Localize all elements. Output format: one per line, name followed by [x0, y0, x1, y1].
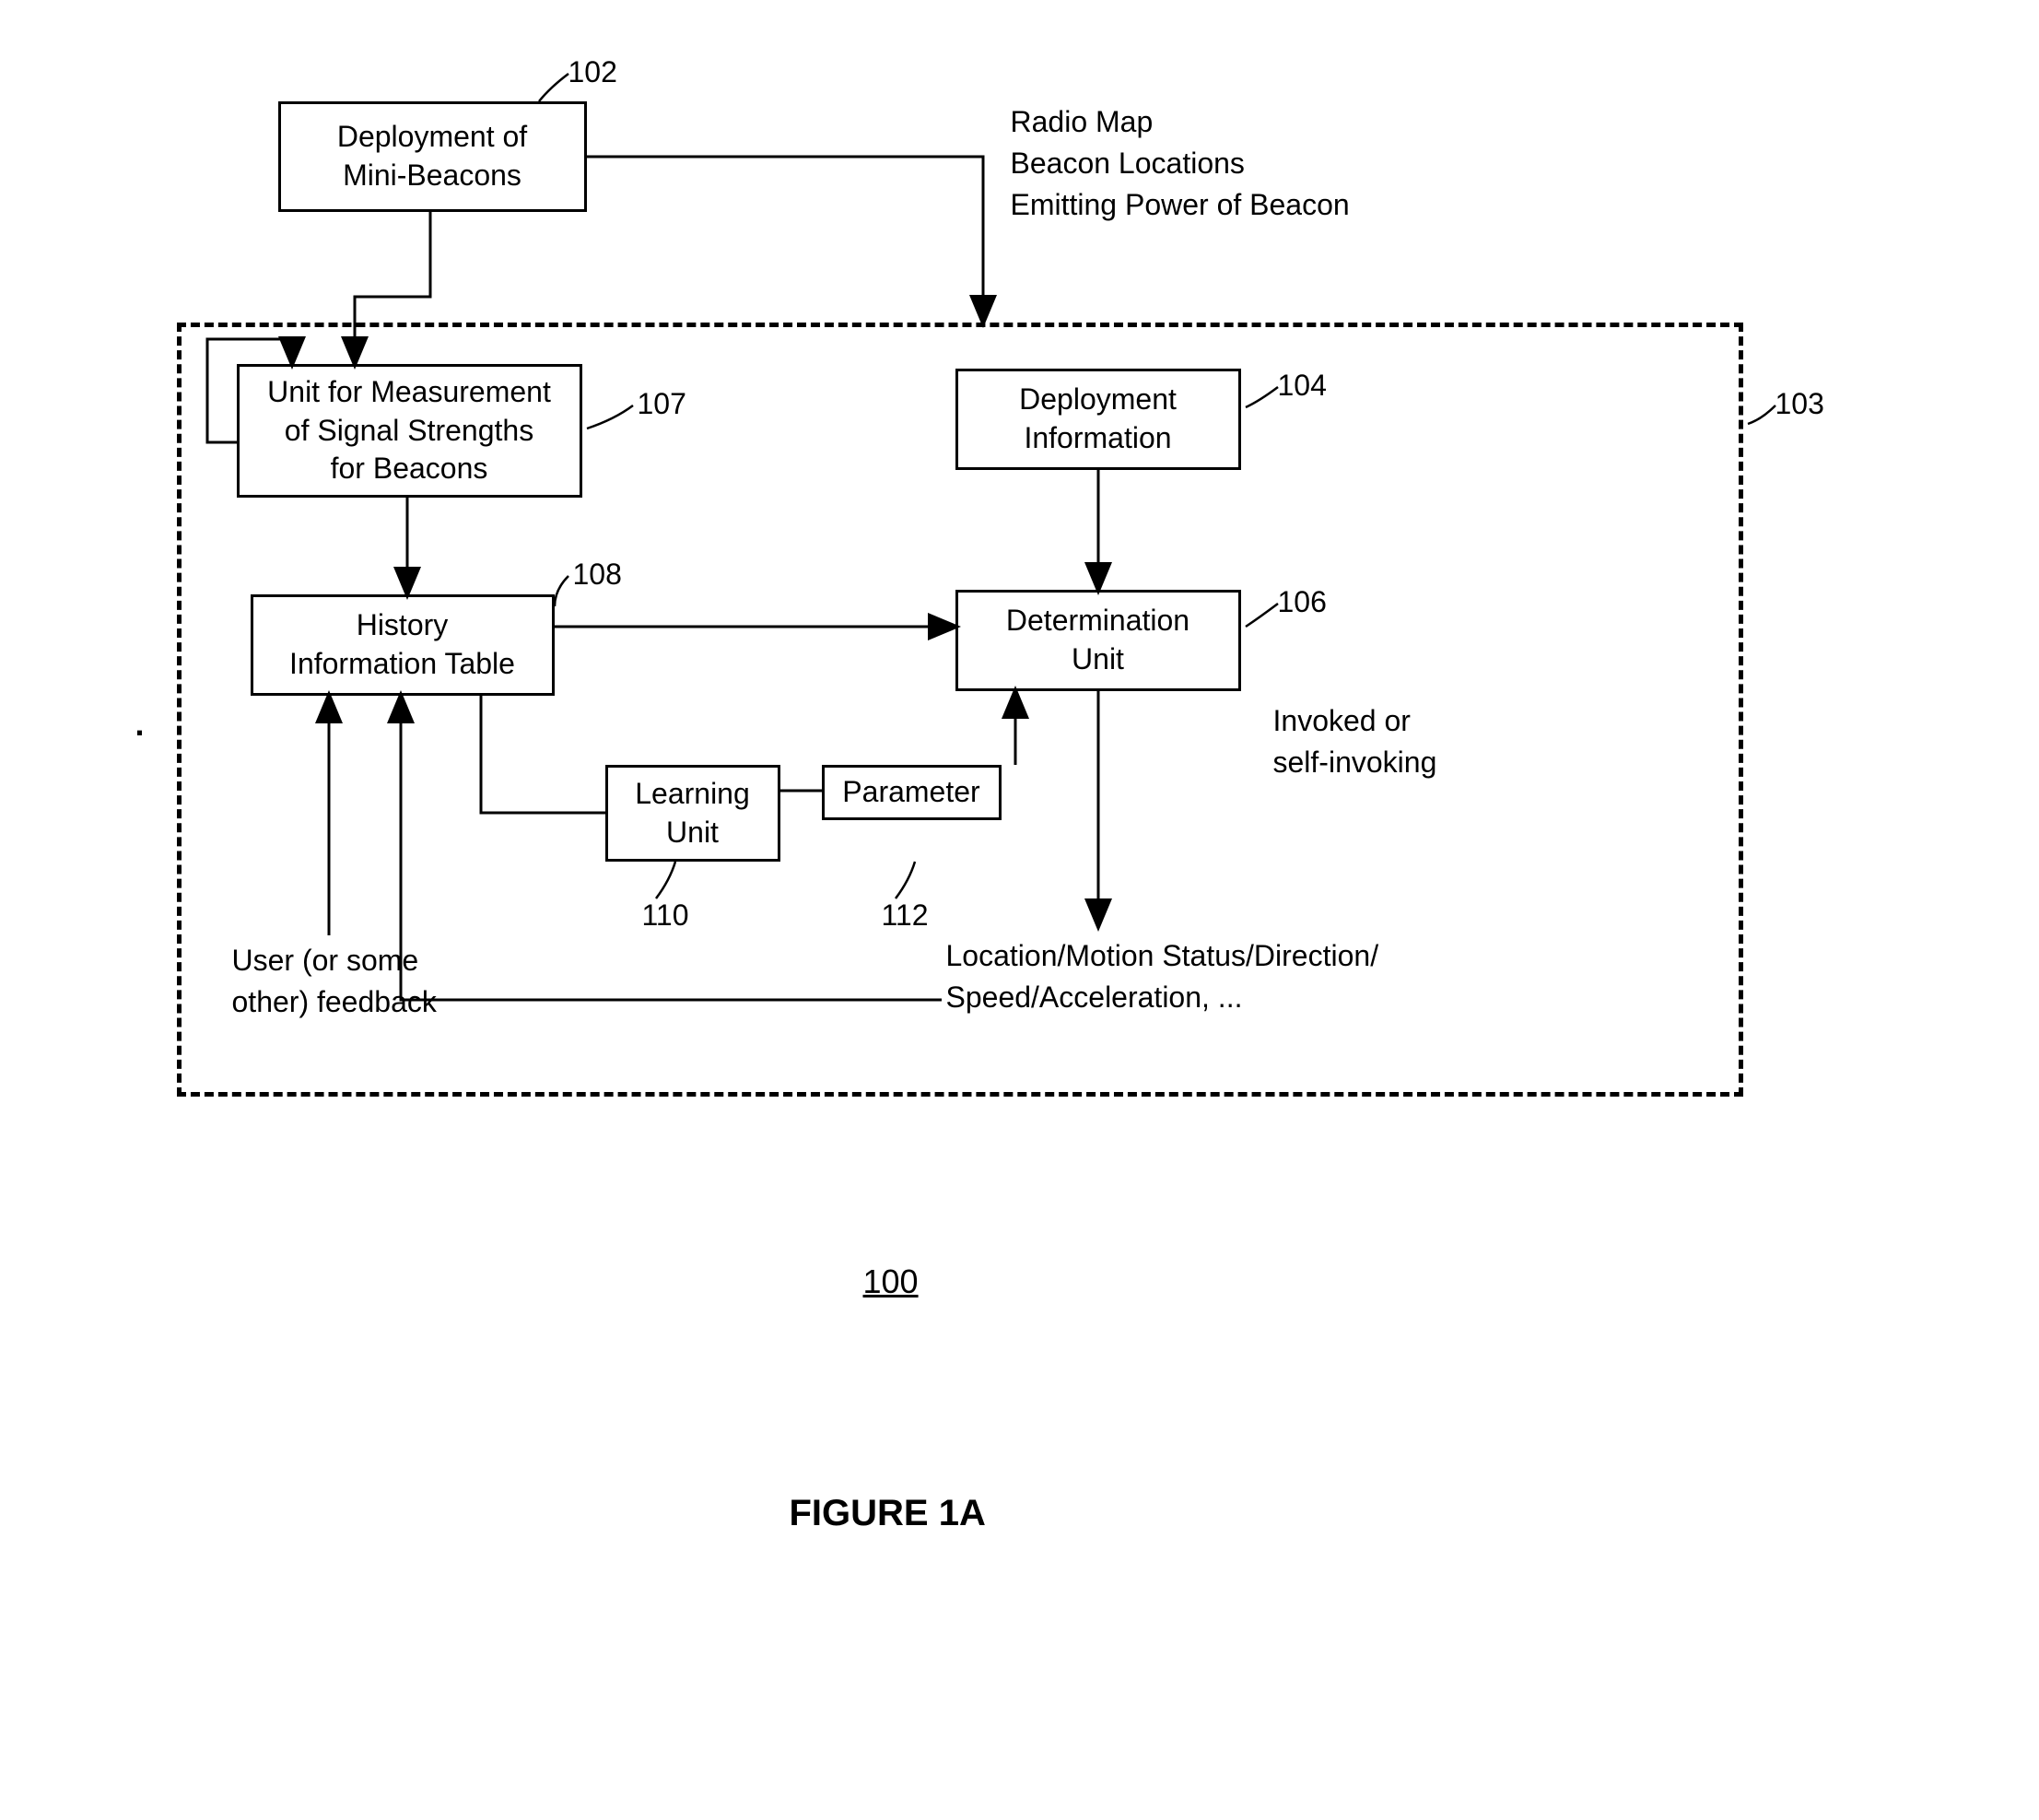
box-112: Parameter: [822, 765, 1002, 820]
ref-110: 110: [642, 898, 689, 933]
box-104: DeploymentInformation: [955, 369, 1241, 470]
annotation-radio-map: Radio MapBeacon LocationsEmitting Power …: [1011, 101, 1350, 225]
ref-102: 102: [568, 55, 617, 89]
box-102-label: Deployment ofMini-Beacons: [337, 118, 527, 194]
figure-id: 100: [863, 1262, 919, 1301]
ref-103: 103: [1775, 387, 1824, 421]
annotation-output: Location/Motion Status/Direction/Speed/A…: [946, 935, 1379, 1018]
diagram-container: . Deployment ofMini-Beacons Unit for Mea…: [145, 37, 1895, 1603]
box-104-label: DeploymentInformation: [1019, 381, 1177, 457]
box-106-label: DeterminationUnit: [1006, 602, 1189, 678]
box-110: LearningUnit: [605, 765, 780, 862]
ref-106: 106: [1278, 585, 1327, 619]
figure-title: FIGURE 1A: [790, 1493, 986, 1534]
edge-dot: .: [135, 705, 145, 744]
ref-112: 112: [882, 898, 929, 933]
annotation-radio-map-text: Radio MapBeacon LocationsEmitting Power …: [1011, 105, 1350, 221]
box-102: Deployment ofMini-Beacons: [278, 101, 587, 212]
box-107: Unit for Measurementof Signal Strengthsf…: [237, 364, 582, 498]
annotation-feedback: User (or someother) feedback: [232, 940, 437, 1023]
box-108: HistoryInformation Table: [251, 594, 555, 696]
box-108-label: HistoryInformation Table: [289, 606, 515, 683]
annotation-invoked-text: Invoked orself-invoking: [1273, 704, 1437, 779]
ref-108: 108: [573, 558, 622, 592]
box-106: DeterminationUnit: [955, 590, 1241, 691]
box-107-label: Unit for Measurementof Signal Strengthsf…: [267, 373, 551, 488]
annotation-invoked: Invoked orself-invoking: [1273, 700, 1437, 783]
box-110-label: LearningUnit: [635, 775, 750, 851]
ref-104: 104: [1278, 369, 1327, 403]
ref-107: 107: [638, 387, 686, 421]
box-112-label: Parameter: [842, 773, 979, 812]
annotation-feedback-text: User (or someother) feedback: [232, 944, 437, 1018]
annotation-output-text: Location/Motion Status/Direction/Speed/A…: [946, 939, 1379, 1014]
